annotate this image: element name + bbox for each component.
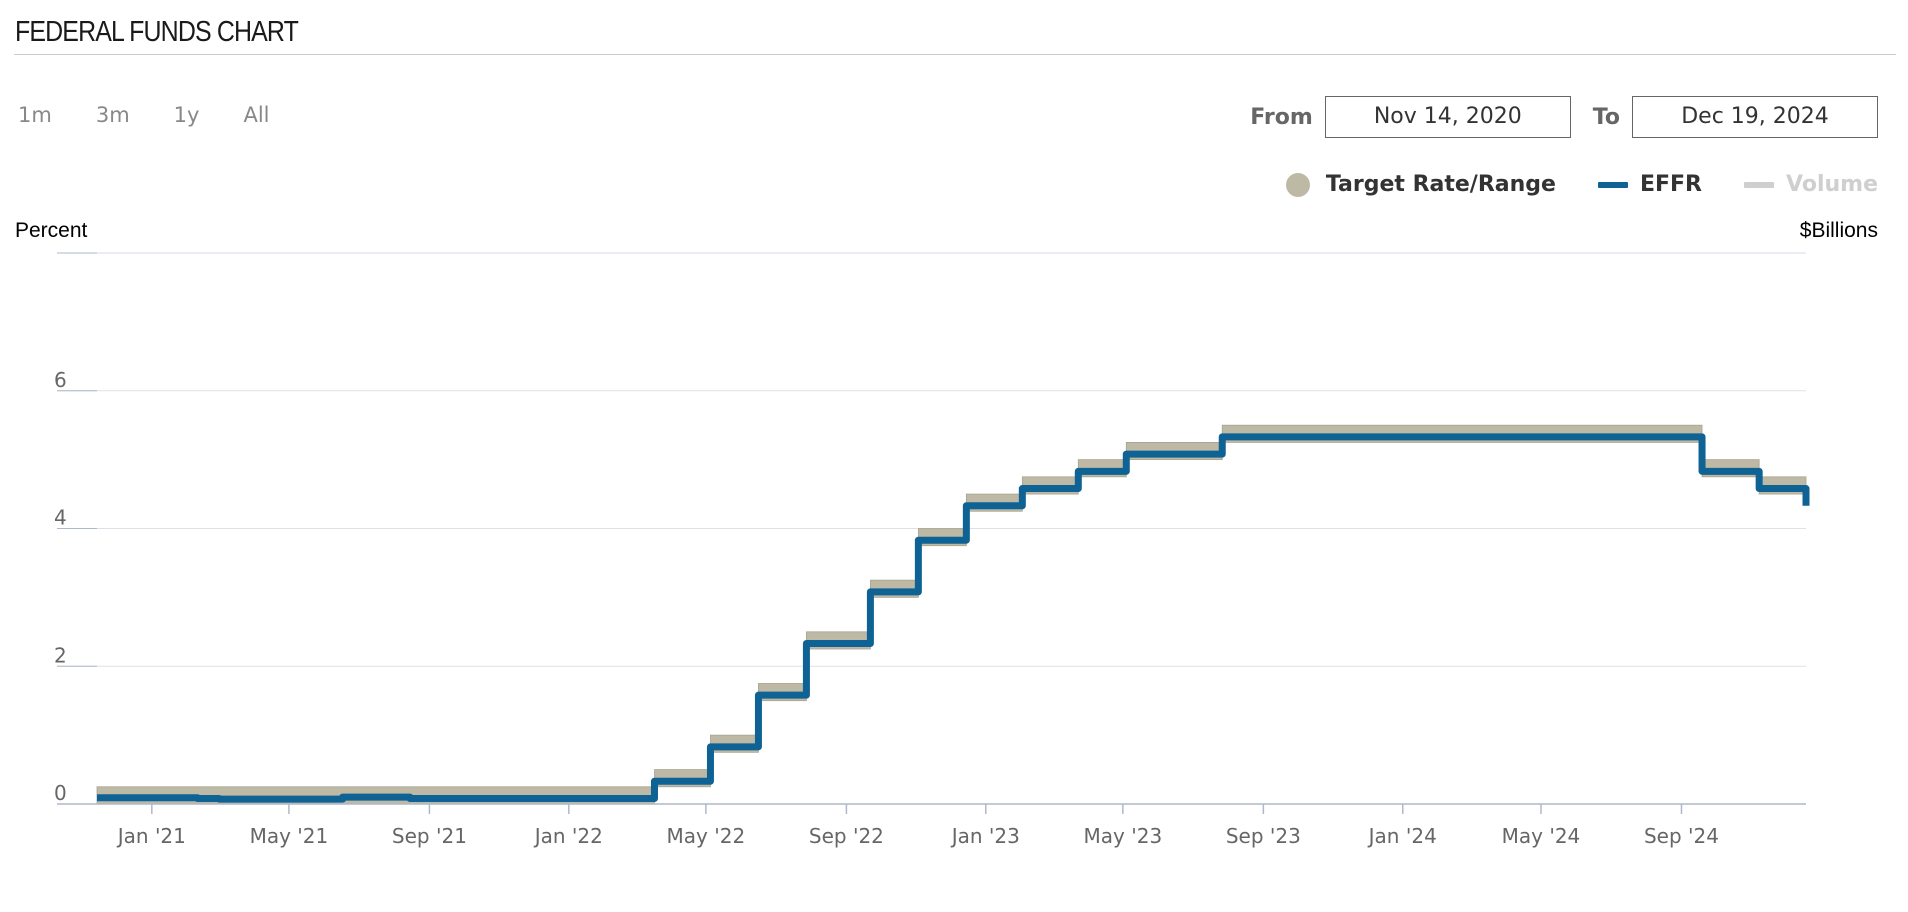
y-tick-label-0: 0 (54, 781, 67, 805)
from-date-input[interactable]: Nov 14, 2020 (1324, 96, 1571, 138)
range-selector: 1m 3m 1y All (18, 100, 314, 130)
x-tick-label-10: May '24 (1502, 824, 1581, 848)
x-tick-label-11: Sep '24 (1644, 824, 1719, 848)
page-title: FEDERAL FUNDS CHART (15, 16, 299, 48)
legend-label-volume: Volume (1786, 172, 1878, 197)
effr-swatch-icon (1597, 181, 1628, 188)
from-label: From (1250, 104, 1313, 130)
date-range-picker: From Nov 14, 2020 To Dec 19, 2024 (1250, 96, 1878, 138)
x-tick-label-5: Sep '22 (809, 824, 884, 848)
volume-swatch-icon (1744, 181, 1774, 188)
effr-line (97, 433, 1810, 803)
x-tick-label-1: May '21 (250, 824, 329, 848)
x-tick-label-3: Jan '22 (533, 824, 603, 848)
chart-legend: Target Rate/Range EFFR Volume (1285, 172, 1878, 197)
legend-label-effr: EFFR (1639, 172, 1702, 197)
range-button-1y[interactable]: 1y (174, 100, 200, 130)
y-axis-title-right: $Billions (1799, 219, 1878, 242)
x-tick-label-8: Sep '23 (1226, 824, 1301, 848)
range-button-1m[interactable]: 1m (18, 100, 52, 130)
x-tick-label-4: May '22 (667, 824, 746, 848)
range-button-3m[interactable]: 3m (96, 100, 130, 130)
target-rate-swatch-icon (1285, 172, 1310, 197)
x-tick-label-2: Sep '21 (392, 824, 467, 848)
chart-header: FEDERAL FUNDS CHART (14, 14, 1896, 55)
y-axis-title-left: Percent (15, 219, 88, 242)
x-tick-label-9: Jan '24 (1367, 824, 1437, 848)
x-tick-label-7: May '23 (1084, 824, 1163, 848)
x-tick-label-6: Jan '23 (950, 824, 1020, 848)
legend-label-target: Target Rate/Range (1325, 172, 1556, 197)
legend-item-target[interactable]: Target Rate/Range (1285, 172, 1556, 197)
y-tick-label-6: 6 (54, 368, 67, 392)
to-label: To (1592, 104, 1620, 130)
x-tick-label-0: Jan '21 (116, 824, 186, 848)
to-date-input[interactable]: Dec 19, 2024 (1632, 96, 1878, 138)
legend-item-volume[interactable]: Volume (1744, 172, 1878, 197)
legend-item-effr[interactable]: EFFR (1597, 172, 1702, 197)
y-tick-label-2: 2 (54, 643, 67, 667)
y-tick-label-4: 4 (54, 506, 67, 530)
range-button-all[interactable]: All (243, 100, 269, 130)
